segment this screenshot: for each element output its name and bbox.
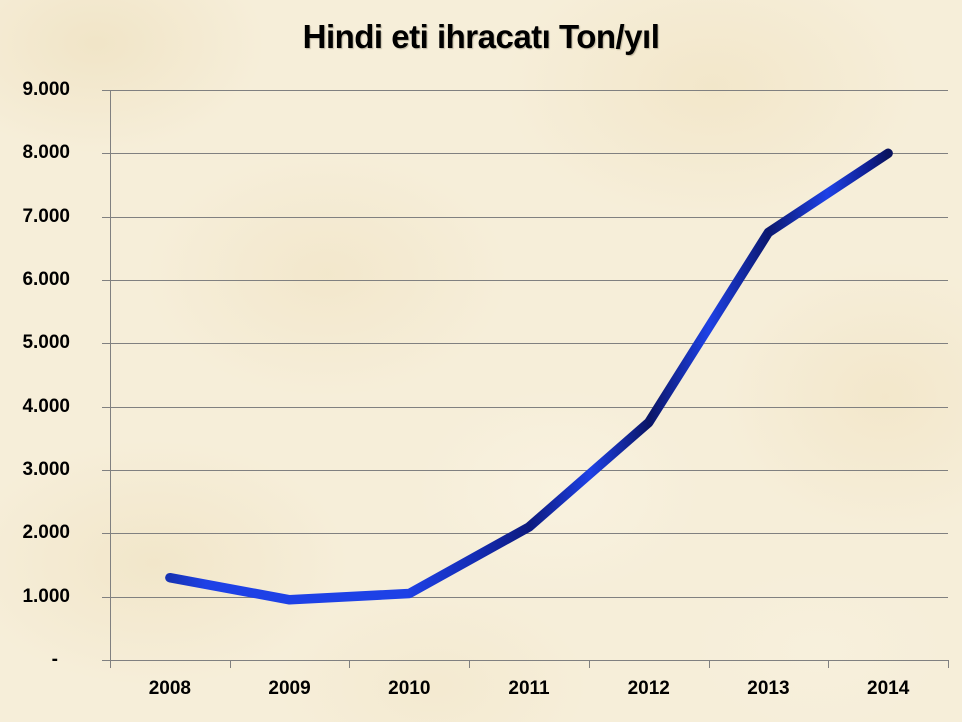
y-axis-tick bbox=[102, 533, 110, 535]
y-axis-tick-label: 7.000 bbox=[22, 205, 70, 227]
series-line bbox=[165, 148, 893, 605]
y-axis-tick bbox=[102, 280, 110, 281]
y-axis-tick bbox=[102, 596, 110, 598]
y-axis-tick bbox=[102, 343, 110, 345]
gridline bbox=[110, 406, 948, 408]
chart-title: Hindi eti ihracatı Ton/yıl bbox=[302, 18, 660, 55]
y-axis-tick bbox=[102, 90, 110, 91]
gridline bbox=[110, 533, 948, 535]
x-axis-tick bbox=[828, 660, 830, 668]
y-axis-tick bbox=[102, 406, 110, 408]
y-axis-tick-label: 9.000 bbox=[22, 79, 70, 100]
x-axis-tick-label: 2010 bbox=[388, 678, 431, 699]
y-axis-tick bbox=[102, 153, 110, 155]
x-axis-tick-label: 2014 bbox=[867, 678, 910, 699]
gridline bbox=[110, 596, 948, 598]
y-axis-line bbox=[110, 90, 111, 668]
x-axis-tick-label: 2008 bbox=[148, 678, 191, 699]
x-axis-tick bbox=[229, 660, 231, 668]
gridline bbox=[110, 280, 948, 281]
x-axis-tick bbox=[469, 660, 471, 668]
y-axis-tick-label: 8.000 bbox=[22, 142, 70, 164]
x-axis-tick bbox=[110, 660, 111, 668]
gridline bbox=[110, 216, 948, 218]
y-axis-tick bbox=[102, 216, 110, 218]
y-axis-tick-label: 6.000 bbox=[22, 269, 70, 290]
y-axis-tick bbox=[102, 660, 110, 661]
y-axis-tick-label: 1.000 bbox=[22, 585, 70, 607]
y-axis-tick bbox=[102, 470, 110, 471]
gridline bbox=[110, 153, 948, 155]
x-axis-tick-label: 2009 bbox=[268, 678, 311, 699]
gridline bbox=[110, 90, 948, 91]
y-axis-tick-label: 4.000 bbox=[22, 395, 70, 417]
y-axis-tick-label: 2.000 bbox=[22, 522, 70, 544]
gridline bbox=[110, 470, 948, 471]
x-axis-tick-label: 2013 bbox=[747, 678, 790, 699]
gridline bbox=[110, 343, 948, 345]
y-axis-tick-label: 5.000 bbox=[22, 332, 70, 354]
x-axis-tick bbox=[708, 660, 710, 668]
x-axis-tick bbox=[349, 660, 351, 668]
x-axis-tick-label: 2011 bbox=[508, 678, 550, 699]
x-axis-tick bbox=[948, 660, 949, 668]
x-axis-tick bbox=[588, 660, 590, 668]
y-axis-tick-label: 3.000 bbox=[22, 459, 70, 480]
y-axis-tick-label: - bbox=[51, 649, 58, 670]
x-axis-line bbox=[110, 660, 948, 661]
x-axis-tick-label: 2012 bbox=[627, 678, 670, 699]
